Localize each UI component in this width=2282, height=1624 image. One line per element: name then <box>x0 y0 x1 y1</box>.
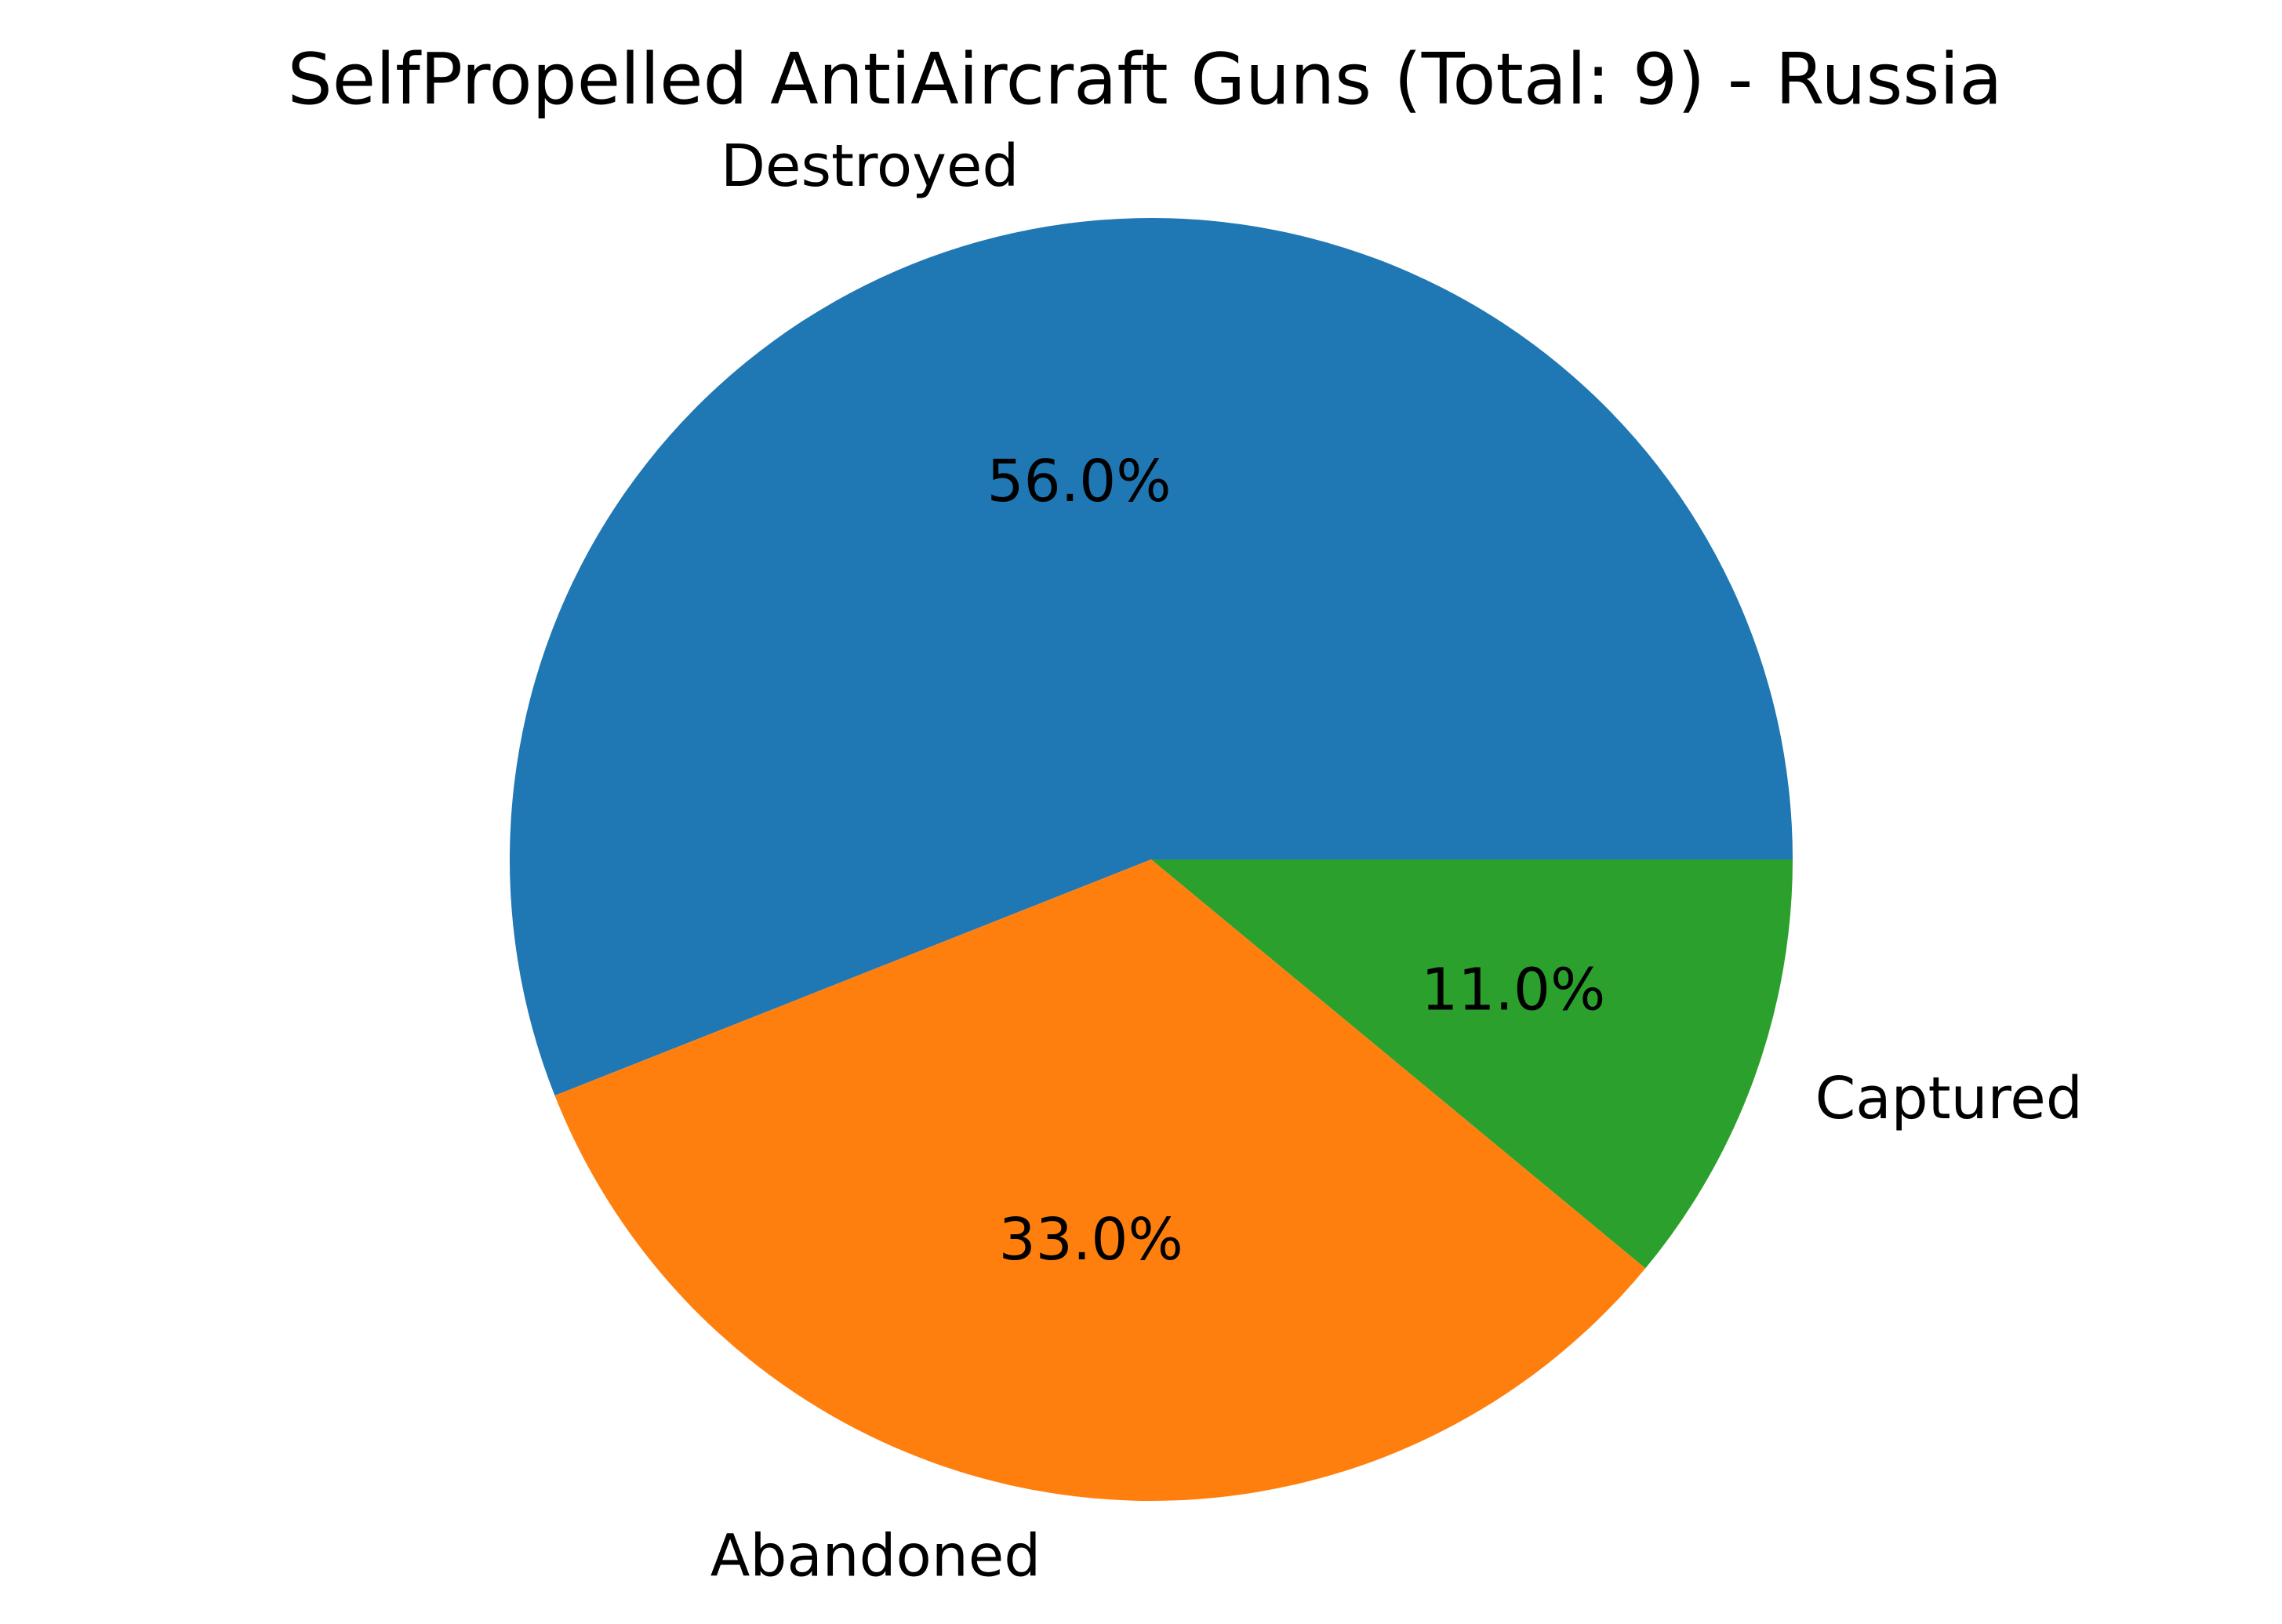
chart-title: SelfPropelled AntiAircraft Guns (Total: … <box>288 38 2003 121</box>
pie-category-label-destroyed: Destroyed <box>721 133 1019 200</box>
pie-labels: 56.0% Destroyed 33.0% Abandoned 11.0% Capture… <box>710 133 2083 1590</box>
pie-slice-destroyed <box>510 218 1793 1096</box>
pie-pct-label-captured: 11.0% <box>1421 956 1605 1023</box>
pie-slices <box>510 218 1793 1502</box>
pie-category-label-abandoned: Abandoned <box>710 1523 1041 1590</box>
pie-slice-captured <box>1151 859 1793 1269</box>
pie-pct-label-destroyed: 56.0% <box>987 448 1171 515</box>
pie-category-label-captured: Captured <box>1815 1065 2083 1132</box>
pie-pct-label-abandoned: 33.0% <box>999 1206 1183 1273</box>
pie-slice-abandoned <box>554 859 1646 1502</box>
